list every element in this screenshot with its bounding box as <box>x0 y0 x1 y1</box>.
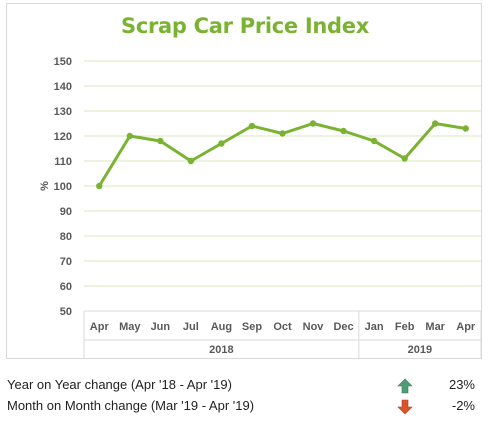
x-tick-label: Dec <box>333 321 353 333</box>
data-point <box>96 182 103 190</box>
up-arrow-icon <box>397 378 413 394</box>
y-tick-label: 100 <box>54 181 72 193</box>
data-point <box>187 157 195 165</box>
y-tick-label: 120 <box>54 131 72 143</box>
chart-container: Scrap Car Price Index 50 60 70 80 90 100 110 12… <box>6 3 482 359</box>
x-tick-label: Jul <box>183 321 199 333</box>
x-tick-label: Nov <box>303 321 325 333</box>
x-tick-label: Aug <box>211 321 232 333</box>
y-tick-label: 90 <box>60 206 72 218</box>
data-point <box>157 137 164 145</box>
x-tick-label: Apr <box>456 321 476 333</box>
x-tick-label: Sep <box>242 321 262 333</box>
mom-change-value: -2% <box>451 398 475 413</box>
y-tick-label: 80 <box>60 231 72 243</box>
data-point <box>309 120 317 127</box>
x-tick-label: Jan <box>365 321 384 333</box>
x-tick-label: Feb <box>395 321 415 333</box>
x-tick-label: Apr <box>90 321 110 333</box>
y-tick-label: 150 <box>54 56 72 68</box>
y-tick-label: 60 <box>60 281 72 293</box>
data-point <box>401 155 408 162</box>
year-group-label: 2018 <box>209 344 233 356</box>
y-tick-label: 50 <box>60 306 72 318</box>
data-point <box>340 127 347 135</box>
mom-change-row: Month on Month change (Mar '19 - Apr '19… <box>7 398 477 416</box>
data-point <box>126 132 134 140</box>
data-point <box>248 122 256 130</box>
mom-change-label: Month on Month change (Mar '19 - Apr '19… <box>7 398 255 413</box>
data-point <box>218 140 225 147</box>
x-tick-label: Jun <box>151 321 171 333</box>
data-point <box>370 137 378 145</box>
x-tick-label: May <box>119 321 141 333</box>
yoy-change-label: Year on Year change (Apr '18 - Apr '19) <box>7 377 232 392</box>
yoy-change-value: 23% <box>448 377 475 392</box>
yoy-change-row: Year on Year change (Apr '18 - Apr '19) … <box>7 377 477 395</box>
year-group-label: 2019 <box>408 344 432 356</box>
data-point <box>279 130 286 137</box>
data-point <box>431 120 439 127</box>
y-tick-label: 140 <box>54 81 72 93</box>
y-axis-title: % <box>39 181 51 191</box>
chart-title: Scrap Car Price Index <box>121 14 369 38</box>
data-point <box>462 125 469 132</box>
y-tick-label: 110 <box>54 156 72 168</box>
y-tick-label: 130 <box>54 106 72 118</box>
x-tick-label: Mar <box>425 321 445 333</box>
y-tick-label: 70 <box>60 256 72 268</box>
plot-area: 50 60 70 80 90 100 110 120 130 140 150% Apr May Jun Ju… <box>39 56 482 359</box>
x-tick-label: Oct <box>273 321 292 333</box>
down-arrow-icon <box>397 399 413 415</box>
